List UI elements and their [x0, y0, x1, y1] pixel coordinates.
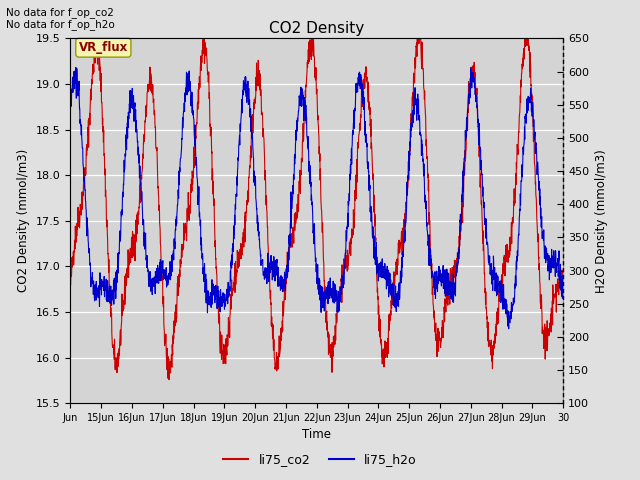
li75_co2 [559, 277, 567, 283]
li75_co2 [67, 281, 74, 287]
li75_h2o [545, 277, 553, 283]
li75_co2 [455, 256, 463, 262]
li75_h2o [307, 163, 314, 168]
li75_h2o [455, 246, 463, 252]
li75_h2o [545, 265, 553, 271]
li75_h2o [92, 282, 100, 288]
li75_co2 [293, 201, 301, 207]
Y-axis label: H2O Density (mmol/m3): H2O Density (mmol/m3) [595, 149, 608, 293]
Y-axis label: CO2 Density (mmol/m3): CO2 Density (mmol/m3) [17, 149, 30, 292]
li75_co2 [545, 327, 553, 333]
li75_h2o [293, 128, 301, 134]
li75_h2o [559, 282, 567, 288]
li75_co2 [545, 330, 553, 336]
Text: VR_flux: VR_flux [79, 41, 128, 54]
li75_co2 [92, 50, 99, 56]
Legend: li75_co2, li75_h2o: li75_co2, li75_h2o [218, 448, 422, 471]
Text: No data for f_op_h2o: No data for f_op_h2o [6, 19, 115, 30]
li75_co2 [415, 20, 422, 26]
li75_h2o [72, 65, 79, 71]
li75_h2o [505, 326, 513, 332]
li75_h2o [67, 106, 74, 112]
Title: CO2 Density: CO2 Density [269, 21, 364, 36]
Line: li75_co2: li75_co2 [70, 23, 563, 380]
Text: No data for f_op_co2: No data for f_op_co2 [6, 7, 115, 18]
li75_co2 [307, 47, 314, 52]
X-axis label: Time: Time [302, 429, 332, 442]
li75_co2 [165, 377, 173, 383]
Line: li75_h2o: li75_h2o [70, 68, 563, 329]
